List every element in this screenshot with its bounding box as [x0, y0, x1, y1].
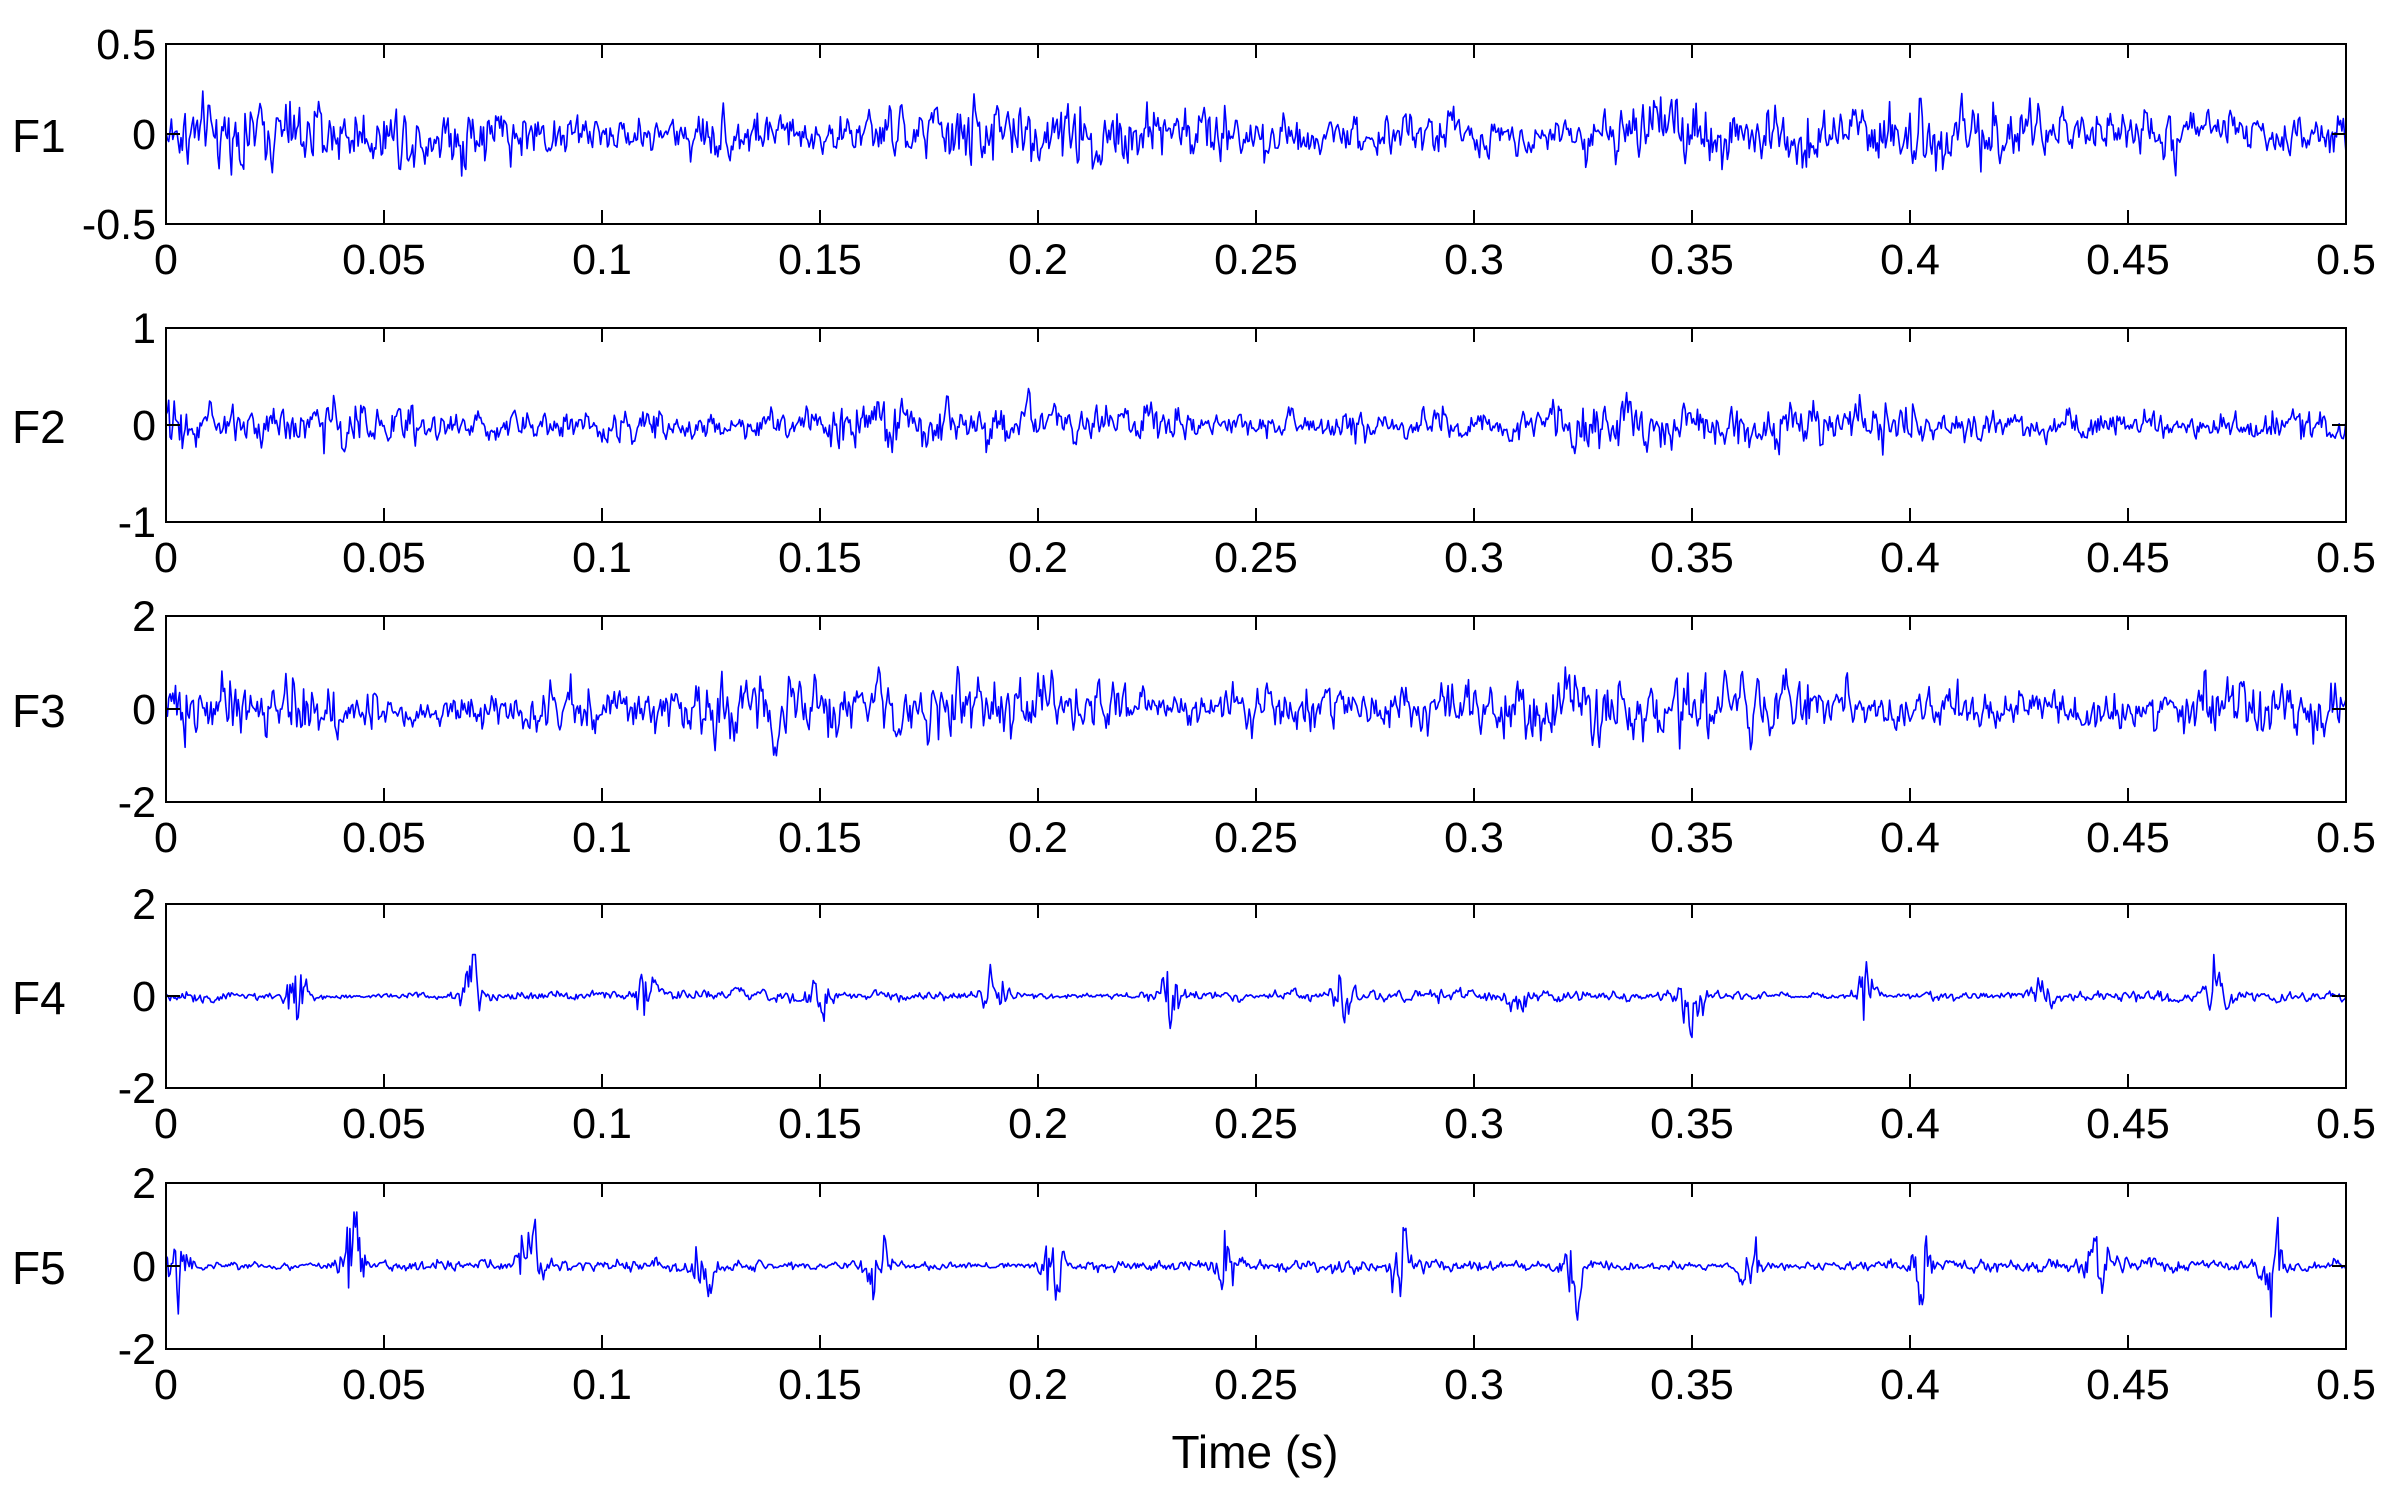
y-tick-label: -1 [118, 499, 156, 547]
y-tick-label: 0 [132, 686, 156, 734]
panel-f1: 0 0.05 0.1 0.15 0.2 0.25 0.3 0.35 0.4 0.45 0.5 -0.5… [12, 21, 2376, 284]
signal-trace-f2 [165, 387, 2347, 456]
x-tick-label: 0.25 [1214, 534, 1298, 582]
panel-label: F3 [12, 685, 66, 737]
x-tick-label: 0.4 [1880, 1100, 1940, 1148]
y-tick-label: -0.5 [82, 201, 156, 249]
panels: 0 0.05 0.1 0.15 0.2 0.25 0.3 0.35 0.4 0.45 0.5 -0.5… [12, 21, 2376, 1409]
x-tick-label: 0.25 [1214, 236, 1298, 284]
x-tick-label: 0 [154, 1361, 178, 1409]
x-tick-label: 0 [154, 236, 178, 284]
y-tick-label: 0 [132, 402, 156, 450]
x-tick-label: 0.05 [342, 236, 426, 284]
x-tick-label: 0.15 [778, 534, 862, 582]
panel-f4: 0 0.05 0.1 0.15 0.2 0.25 0.3 0.35 0.4 0.45 0.5-202… [12, 881, 2376, 1148]
y-tick-label: -2 [118, 1326, 156, 1374]
panel-f3: 0 0.05 0.1 0.15 0.2 0.25 0.3 0.35 0.4 0.45 0.5-202… [12, 593, 2376, 862]
panel-label: F5 [12, 1242, 66, 1294]
axes-box [165, 327, 2347, 523]
x-tick-label: 0.1 [572, 1361, 632, 1409]
x-tick-label: 0.4 [1880, 236, 1940, 284]
x-tick-label: 0.5 [2316, 534, 2376, 582]
panel-label: F4 [12, 972, 66, 1024]
x-tick-label: 0.35 [1650, 814, 1734, 862]
x-tick-label: 0.5 [2316, 1361, 2376, 1409]
x-tick-label: 0 [154, 814, 178, 862]
x-tick-label: 0.2 [1008, 814, 1068, 862]
x-tick-label: 0.3 [1444, 814, 1504, 862]
x-tick-label: 0.4 [1880, 1361, 1940, 1409]
x-tick-label: 0.1 [572, 534, 632, 582]
x-tick-label: 0.2 [1008, 236, 1068, 284]
signal-trace-f1 [165, 90, 2347, 177]
signal-trace-f3 [165, 665, 2347, 757]
x-tick-label: 0.15 [778, 236, 862, 284]
y-tick-label: 0 [132, 973, 156, 1021]
x-tick-label: 0.05 [342, 1361, 426, 1409]
x-tick-label: 0.2 [1008, 1361, 1068, 1409]
x-tick-label: 0.05 [342, 1100, 426, 1148]
signal-trace-f4 [165, 953, 2347, 1039]
x-tick-label: 0.1 [572, 814, 632, 862]
x-tick-label: 0.05 [342, 534, 426, 582]
x-tick-label: 0.3 [1444, 1361, 1504, 1409]
y-tick-label: 1 [132, 305, 156, 353]
y-tick-label: 0 [132, 111, 156, 159]
x-tick-label: 0.35 [1650, 1361, 1734, 1409]
x-tick-label: 0.35 [1650, 1100, 1734, 1148]
x-tick-label: 0.4 [1880, 534, 1940, 582]
x-tick-label: 0.3 [1444, 236, 1504, 284]
x-tick-label: 0.1 [572, 236, 632, 284]
y-tick-label: -2 [118, 779, 156, 827]
x-tick-label: 0.3 [1444, 1100, 1504, 1148]
x-tick-label: 0.45 [2086, 814, 2170, 862]
panel-f2: 0 0.05 0.1 0.15 0.2 0.25 0.3 0.35 0.4 0.45 0.5-101… [12, 305, 2376, 582]
x-tick-label: 0.45 [2086, 1100, 2170, 1148]
x-tick-label: 0.15 [778, 814, 862, 862]
y-tick-label: 0.5 [96, 21, 156, 69]
panel-f5: 0 0.05 0.1 0.15 0.2 0.25 0.3 0.35 0.4 0.45 0.5-202… [12, 1160, 2376, 1409]
y-tick-label: 2 [132, 593, 156, 641]
x-tick-label: 0.15 [778, 1361, 862, 1409]
x-tick-label: 0.5 [2316, 1100, 2376, 1148]
signal-trace-f5 [165, 1211, 2347, 1321]
x-tick-label: 0.25 [1214, 1100, 1298, 1148]
y-tick-label: 2 [132, 1160, 156, 1208]
x-tick-label: 0.35 [1650, 236, 1734, 284]
x-tick-label: 0.1 [572, 1100, 632, 1148]
x-tick-label: 0.2 [1008, 1100, 1068, 1148]
y-tick-label: 2 [132, 881, 156, 929]
x-tick-label: 0.45 [2086, 1361, 2170, 1409]
x-tick-label: 0.2 [1008, 534, 1068, 582]
x-tick-label: 0.3 [1444, 534, 1504, 582]
x-tick-label: 0.35 [1650, 534, 1734, 582]
x-tick-label: 0.05 [342, 814, 426, 862]
x-tick-label: 0.45 [2086, 534, 2170, 582]
x-tick-label: 0 [154, 1100, 178, 1148]
y-tick-label: -2 [118, 1065, 156, 1113]
y-tick-label: 0 [132, 1243, 156, 1291]
x-tick-label: 0.45 [2086, 236, 2170, 284]
panel-label: F1 [12, 110, 66, 162]
x-tick-label: 0.15 [778, 1100, 862, 1148]
panel-label: F2 [12, 401, 66, 453]
x-tick-label: 0.25 [1214, 814, 1298, 862]
x-tick-label: 0.4 [1880, 814, 1940, 862]
x-tick-label: 0.5 [2316, 814, 2376, 862]
x-tick-label: 0.25 [1214, 1361, 1298, 1409]
x-tick-label: 0 [154, 534, 178, 582]
x-tick-label: 0.5 [2316, 236, 2376, 284]
x-axis-label: Time (s) [1172, 1426, 1339, 1478]
